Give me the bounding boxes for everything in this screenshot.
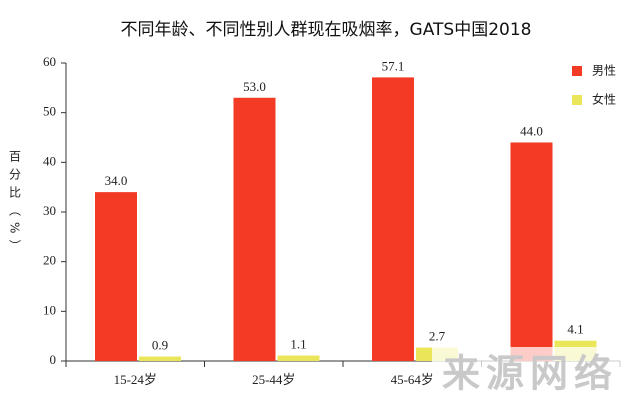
- data-label: 53.0: [243, 79, 266, 94]
- data-label: 1.1: [290, 337, 306, 352]
- y-tick-label: 60: [43, 54, 56, 69]
- watermark: 来源网络: [442, 352, 618, 396]
- data-label: 4.1: [567, 322, 583, 337]
- legend-label: 女性: [592, 92, 616, 107]
- y-tick-label: 50: [43, 104, 56, 119]
- bar: [372, 77, 414, 362]
- legend-label: 男性: [592, 64, 616, 78]
- x-tick-label: 25-44岁: [252, 372, 295, 387]
- legend-swatch: [572, 95, 582, 105]
- bar: [233, 97, 276, 362]
- y-tick-label: 10: [43, 302, 56, 317]
- legend-swatch: [572, 66, 582, 76]
- y-axis-label: 百分比（%）: [8, 150, 22, 257]
- y-tick-label: 40: [43, 153, 56, 168]
- x-tick-label: 45-64岁: [391, 372, 434, 387]
- watermark-backdrop: [432, 347, 627, 402]
- y-tick-label: 20: [43, 253, 56, 268]
- bar: [510, 142, 553, 361]
- data-label: 2.7: [429, 329, 446, 344]
- y-tick-label: 0: [50, 352, 57, 367]
- data-label: 44.0: [520, 123, 543, 138]
- data-label: 57.1: [382, 58, 405, 73]
- bar: [95, 192, 137, 361]
- data-label: 34.0: [105, 173, 128, 188]
- data-label: 0.9: [152, 338, 168, 353]
- bar: [139, 356, 181, 361]
- chart-title: 不同年龄、不同性别人群现在吸烟率，GATS中国2018: [121, 20, 532, 40]
- y-tick-label: 30: [43, 203, 56, 218]
- x-tick-label: 15-24岁: [114, 372, 157, 387]
- bar: [277, 355, 320, 361]
